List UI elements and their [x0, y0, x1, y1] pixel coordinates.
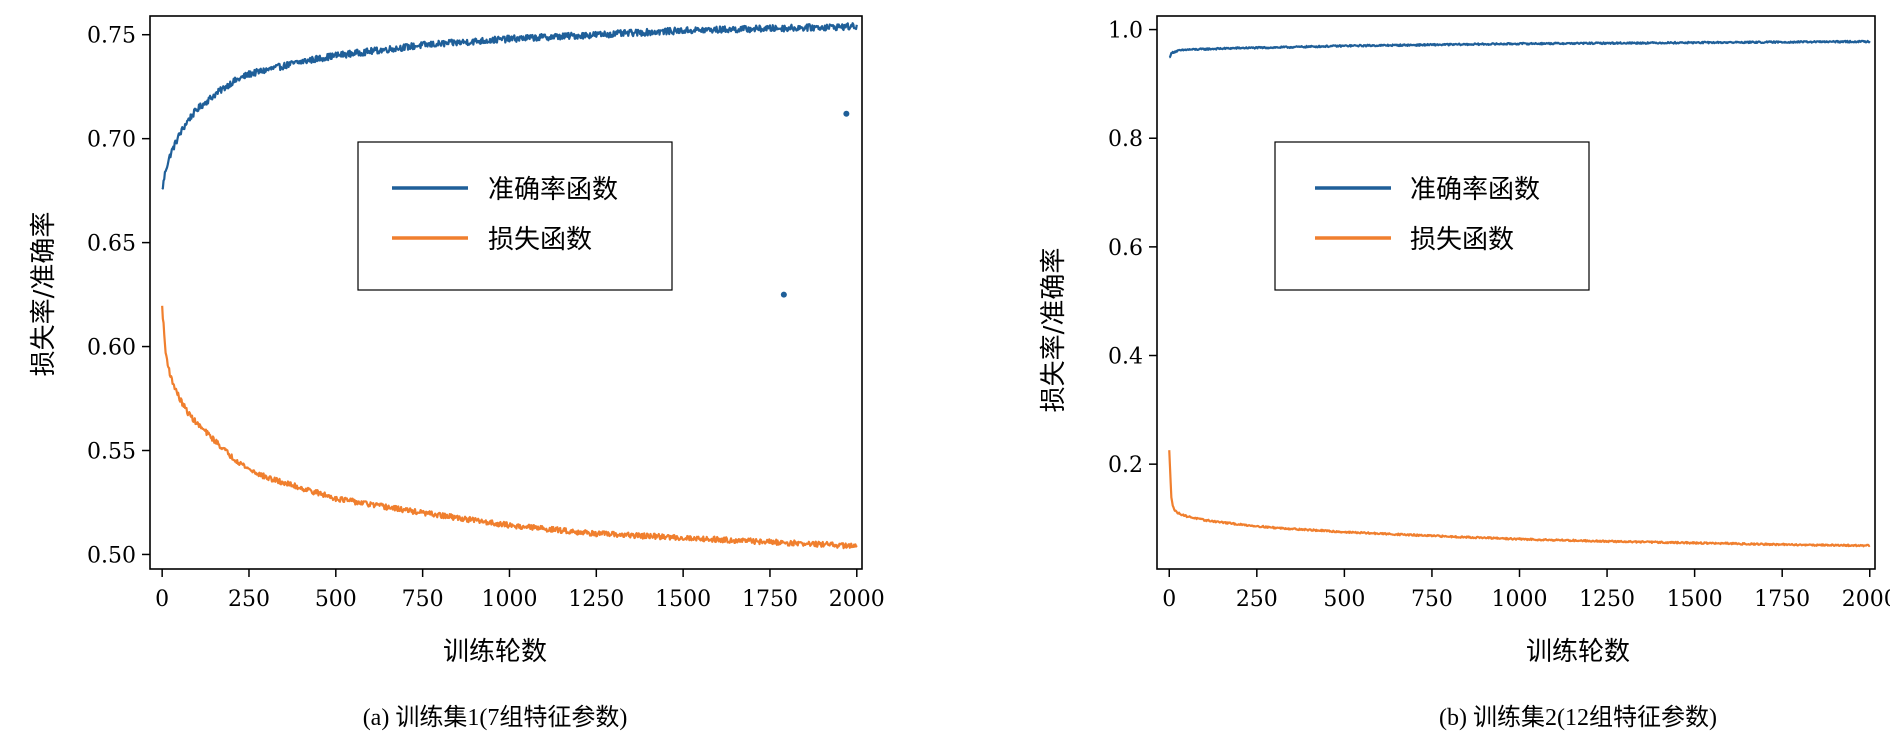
chart-a-x-tick-label: 500: [315, 587, 357, 612]
chart-b-y-tick-label: 1.0: [1108, 19, 1143, 44]
chart-b-series-loss-line: [1168, 450, 1871, 548]
chart-a-series-loss-line: [161, 305, 858, 550]
chart-a-x-tick-label: 2000: [829, 587, 885, 612]
chart-a-y-ticks: 0.50 0.55 0.60 0.65 0.70 0.75: [87, 24, 150, 568]
chart-a-x-tick-label: 1000: [481, 587, 537, 612]
chart-a-x-ticks: 0 250 500 750 1000 1250 1500 1750 2000: [155, 569, 885, 612]
chart-a-x-tick-label: 1500: [655, 587, 711, 612]
chart-a-outlier-point: [780, 291, 787, 298]
chart-b-y-tick-label: 0.8: [1108, 127, 1143, 152]
chart-a-legend-box: [357, 141, 673, 291]
chart-b-plot-frame: [1156, 15, 1876, 570]
chart-b-x-tick-label: 250: [1236, 587, 1278, 612]
chart-b-y-tick-label: 0.6: [1108, 236, 1143, 261]
chart-b: 0.2 0.4 0.6 0.8 1.0 0 250 500 750 1000 1250 1500 17…: [1039, 15, 1890, 731]
chart-a-caption: (a) 训练集1(7组特征参数): [363, 704, 628, 731]
chart-a-x-axis-label: 训练轮数: [443, 637, 547, 667]
chart-a-legend-accuracy-label: 准确率函数: [488, 175, 618, 205]
chart-a-y-tick-label: 0.55: [87, 440, 136, 465]
chart-a-y-axis-label: 损失率/准确率: [29, 212, 59, 377]
chart-b-series-accuracy-line: [1168, 39, 1871, 59]
chart-a-series: [161, 22, 858, 550]
chart-a-y-tick-label: 0.60: [87, 336, 136, 361]
chart-a-y-tick-label: 0.65: [87, 232, 136, 257]
chart-b-legend-box: [1274, 141, 1590, 291]
chart-a-y-tick-label: 0.70: [87, 128, 136, 153]
chart-b-legend-accuracy-label: 准确率函数: [1410, 175, 1540, 205]
chart-a-plot-frame: [149, 15, 863, 570]
chart-b-legend: 准确率函数 损失函数: [1274, 141, 1590, 291]
chart-b-x-tick-label: 500: [1323, 587, 1365, 612]
chart-b-x-tick-label: 0: [1162, 587, 1176, 612]
chart-b-series: [1168, 39, 1871, 548]
chart-b-y-tick-label: 0.4: [1108, 345, 1143, 370]
chart-b-x-tick-label: 1000: [1492, 587, 1548, 612]
chart-b-legend-loss-label: 损失函数: [1410, 225, 1514, 255]
chart-a-x-tick-label: 750: [402, 587, 444, 612]
chart-a-x-tick-label: 0: [155, 587, 169, 612]
chart-b-y-axis-label: 损失率/准确率: [1039, 248, 1069, 413]
chart-b-x-tick-label: 750: [1411, 587, 1453, 612]
chart-b-x-tick-label: 2000: [1842, 587, 1890, 612]
chart-b-y-ticks: 0.2 0.4 0.6 0.8 1.0: [1108, 19, 1157, 478]
chart-a-x-tick-label: 1750: [742, 587, 798, 612]
chart-a-y-tick-label: 0.75: [87, 24, 136, 49]
chart-a-x-tick-label: 1250: [568, 587, 624, 612]
chart-a-series-accuracy-line: [161, 22, 858, 190]
chart-a-outlier-point: [843, 110, 850, 117]
chart-b-x-tick-label: 1500: [1667, 587, 1723, 612]
chart-b-x-ticks: 0 250 500 750 1000 1250 1500 1750 2000: [1162, 569, 1890, 612]
chart-b-x-tick-label: 1250: [1579, 587, 1635, 612]
chart-a-legend: 准确率函数 损失函数: [357, 141, 673, 291]
chart-a-y-tick-label: 0.50: [87, 543, 136, 568]
chart-a-legend-loss-label: 损失函数: [488, 225, 592, 255]
chart-a-x-tick-label: 250: [228, 587, 270, 612]
chart-a: 0.50 0.55 0.60 0.65 0.70 0.75 0 250 500 750 1000 1…: [29, 15, 885, 731]
chart-b-caption: (b) 训练集2(12组特征参数): [1439, 704, 1717, 731]
chart-b-y-tick-label: 0.2: [1108, 453, 1143, 478]
chart-a-outliers: [780, 110, 850, 298]
chart-b-x-tick-label: 1750: [1754, 587, 1810, 612]
chart-b-x-axis-label: 训练轮数: [1526, 637, 1630, 667]
